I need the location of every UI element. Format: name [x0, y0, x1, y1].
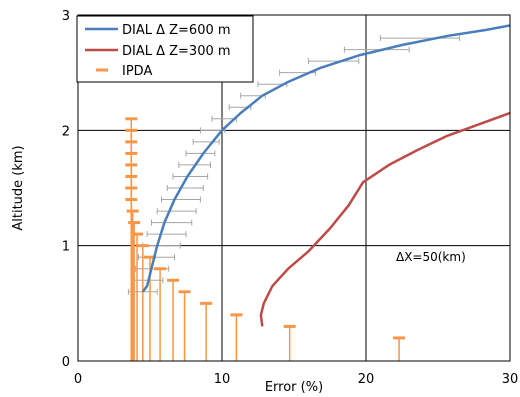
y-tick-label: 1: [62, 240, 70, 255]
dial-lines: [141, 24, 511, 327]
ipda-series: [125, 117, 406, 361]
y-tick-label: 3: [62, 9, 70, 24]
x-axis-label: Error (%): [265, 380, 323, 395]
dial-300m-line: [259, 111, 511, 327]
y-tick-label: 0: [62, 355, 70, 370]
plot-frame: [77, 14, 511, 362]
y-axis-label: Altitude (km): [11, 145, 26, 230]
dial-600m-line: [141, 24, 511, 293]
x-tick-label: 30: [502, 372, 519, 387]
x-tick-label: 0: [74, 372, 82, 387]
x-tick-label: 10: [214, 372, 231, 387]
legend: DIAL Δ Z=600 m DIAL Δ Z=300 m IPDA: [76, 15, 254, 83]
delta-x-annotation: ΔX=50(km): [396, 250, 466, 264]
x-tick-label: 20: [358, 372, 375, 387]
legend-ipda-label: IPDA: [122, 64, 152, 79]
y-tick-label: 2: [62, 124, 70, 139]
tick-labels: 0 10 20 30 0 1 2 3: [62, 9, 519, 387]
legend-dial600-label: DIAL Δ Z=600 m: [122, 23, 231, 38]
legend-dial300-label: DIAL Δ Z=300 m: [122, 44, 231, 59]
